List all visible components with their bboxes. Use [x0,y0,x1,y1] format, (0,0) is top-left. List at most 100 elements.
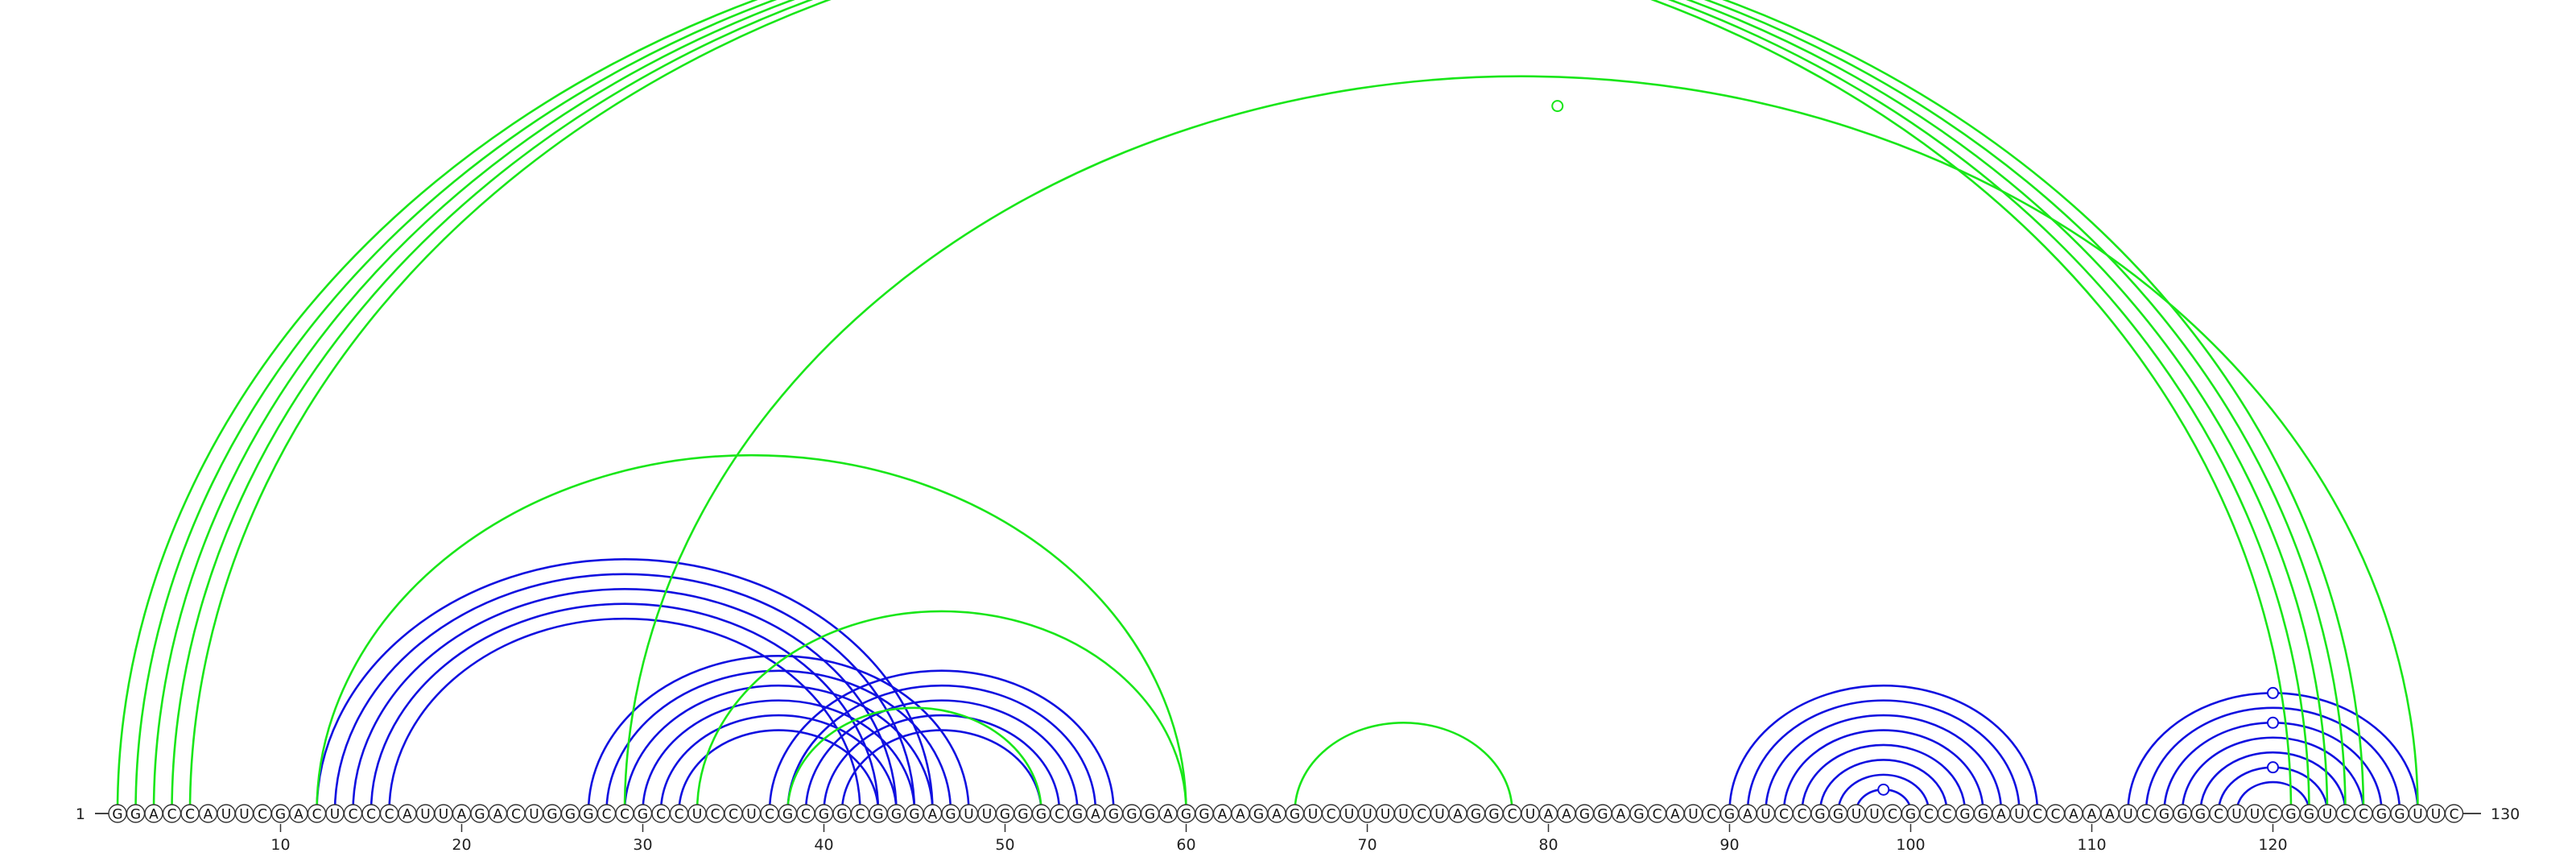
nucleotide-letter: G [2376,807,2387,823]
nucleotide-letter: A [294,807,303,823]
nucleotide-letter: A [457,807,467,823]
nucleotide-letter: G [1905,807,1916,823]
nucleotide-letter: U [1761,807,1770,823]
nucleotide-letter: U [420,807,430,823]
nucleotide-letter: C [675,807,684,823]
blue-arc [2182,738,2363,812]
nucleotide-letter: U [221,807,231,823]
tick-label: 40 [814,836,833,854]
nucleotide-letter: A [1544,807,1554,823]
blue-arc [679,731,879,812]
nucleotide-letter: U [1398,807,1408,823]
nucleotide-letter: U [2322,807,2332,823]
arc-marker [2268,762,2278,772]
nucleotide-letter: A [1272,807,1282,823]
arc-marker [1878,785,1889,795]
nucleotide-letter: U [746,807,756,823]
nucleotide-letter: A [402,807,412,823]
green-arc [172,0,2346,812]
nucleotide-letter: C [801,807,811,823]
nucleotide-letter: A [1670,807,1680,823]
nucleotide-letter: C [1508,807,1517,823]
tick-label: 90 [1719,836,1739,854]
end-label: 130 [2491,805,2520,823]
nucleotide-letter: C [856,807,865,823]
nucleotide-letter: G [836,807,847,823]
tick-label: 70 [1357,836,1377,854]
nucleotide-letter: A [493,807,503,823]
nucleotide-letter: G [1000,807,1010,823]
nucleotide-letter: C [2051,807,2061,823]
nucleotide-letter: C [1779,807,1789,823]
nucleotide-letter: A [1453,807,1463,823]
nucleotide-letter: C [366,807,376,823]
nucleotide-letter: C [1055,807,1064,823]
nucleotide-letter: C [167,807,177,823]
nucleotide-letter: G [1959,807,1970,823]
nucleotide-letter: C [711,807,720,823]
nucleotide-letter: G [1579,807,1590,823]
nucleotide-letter: U [2123,807,2132,823]
nucleotide-letter: G [565,807,576,823]
nucleotide-letter: U [1852,807,1861,823]
nucleotide-letter: G [873,807,883,823]
nucleotide-letter: G [2394,807,2405,823]
nucleotide-letter: G [909,807,919,823]
green-arc [625,77,2418,812]
nucleotide-letter: U [330,807,340,823]
nucleotide-letter: U [2250,807,2260,823]
nucleotide-letter: U [1362,807,1372,823]
nucleotide-letter: C [1942,807,1952,823]
nucleotide-letter: A [1616,807,1626,823]
nucleotide-letter: G [1072,807,1083,823]
nucleotide-letter: U [1525,807,1535,823]
nucleotide-letter: A [1743,807,1752,823]
green-arc [1295,722,1513,812]
nucleotide-letter: A [2087,807,2097,823]
tick-label: 110 [2077,836,2106,854]
nucleotide-letter: G [819,807,829,823]
nucleotide-letter: G [891,807,902,823]
nucleotide-letter: C [2341,807,2351,823]
nucleotide-letter: A [1236,807,1245,823]
nucleotide-letter: G [1814,807,1825,823]
nucleotide-letter: C [656,807,666,823]
nucleotide-letter: G [130,807,141,823]
green-arc [136,0,2310,812]
arc-marker [2268,688,2278,698]
start-label: 1 [76,805,85,823]
nucleotide-letter: U [1435,807,1444,823]
nucleotide-letter: G [1108,807,1119,823]
nucleotide-letter: U [1381,807,1390,823]
tick-label: 80 [1538,836,1558,854]
nucleotide-letter: C [2268,807,2278,823]
nucleotide-letter: C [620,807,630,823]
nucleotide-letter: C [185,807,195,823]
nucleotide-letter: C [349,807,358,823]
arcs-layer [118,0,2418,812]
blue-arc [842,731,1042,812]
nucleotide-letter: G [2304,807,2314,823]
nucleotide-letter: C [511,807,521,823]
ticks-layer: 10 20 30 40 50 60 70 80 90 100 110 120 [270,824,2287,854]
nucleotide-letter: G [1145,807,1155,823]
nucleotide-letter: G [1290,807,1300,823]
nucleotide-letter: G [583,807,593,823]
nucleotide-letter: G [1488,807,1499,823]
blue-arc [1784,731,1984,812]
nucleotide-letter: G [2285,807,2296,823]
tick-label: 20 [452,836,471,854]
nucleotide-letter: C [385,807,394,823]
nucleotide-letter: U [529,807,539,823]
nucleotide-letter: G [1833,807,1843,823]
nucleotide-letter: C [602,807,612,823]
nucleotide-letter: U [1308,807,1318,823]
arc-marker [1552,101,1563,111]
nucleotide-letter: G [112,807,122,823]
nucleotide-letter: A [1562,807,1571,823]
nucleotide-letter: A [204,807,213,823]
nucleotide-letter: G [1724,807,1735,823]
nucleotide-letter: U [1869,807,1879,823]
green-arc [154,0,2327,812]
